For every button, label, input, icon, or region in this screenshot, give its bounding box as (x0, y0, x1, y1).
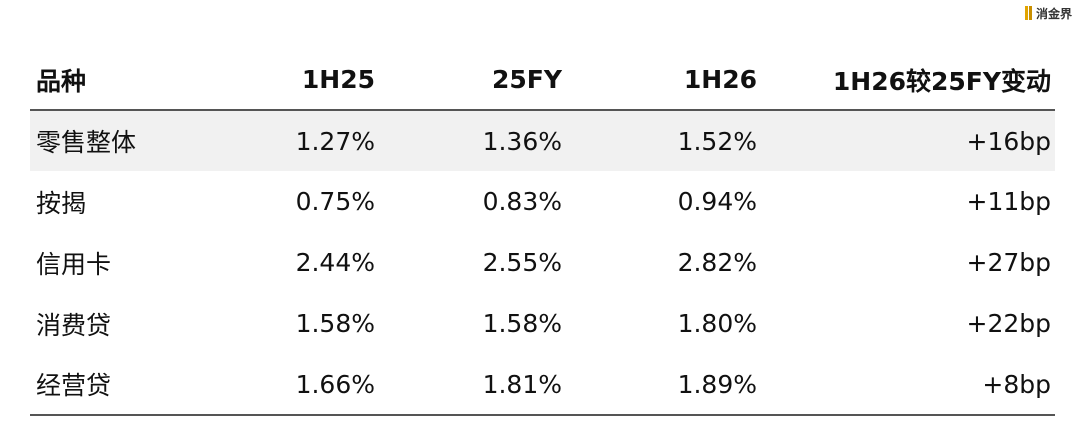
cell-change: +27bp (966, 248, 1052, 277)
cell-1h26: 1.52% (677, 126, 757, 156)
table-row: 零售整体 1.27% 1.36% 1.52% +16bp (30, 110, 1055, 171)
cell-change: +11bp (966, 187, 1052, 216)
cell-25fy: 0.83% (482, 187, 562, 216)
row-category: 消费贷 (36, 310, 112, 340)
table-header-row: 品种 1H25 25FY 1H26 1H26较25FY变动 (30, 50, 1055, 111)
cell-25fy: 1.58% (482, 309, 562, 338)
cell-change: +22bp (966, 309, 1052, 338)
cell-1h25: 1.58% (295, 309, 375, 338)
row-category: 按揭 (36, 188, 87, 218)
header-1h25: 1H25 (220, 50, 375, 111)
table-row: 经营贷 1.66% 1.81% 1.89% +8bp (30, 354, 1055, 416)
cell-1h25: 1.66% (220, 354, 375, 416)
table-row: 按揭 0.75% 0.83% 0.94% +11bp (30, 171, 1055, 232)
cell-25fy: 2.55% (482, 248, 562, 277)
row-category: 信用卡 (36, 249, 112, 279)
cell-1h26: 1.89% (562, 354, 757, 416)
header-1h26: 1H26 (562, 50, 757, 111)
table-row: 消费贷 1.58% 1.58% 1.80% +22bp (30, 293, 1055, 354)
cell-1h25: 1.27% (295, 126, 375, 156)
cell-1h25: 2.44% (295, 248, 375, 277)
cell-25fy: 1.36% (482, 126, 562, 156)
cell-1h26: 1.80% (677, 309, 757, 338)
header-change: 1H26较25FY变动 (757, 50, 1055, 111)
watermark-text: 消金界 (1035, 6, 1072, 21)
header-25fy: 25FY (375, 50, 562, 111)
cell-1h26: 2.82% (677, 248, 757, 277)
table-row: 信用卡 2.44% 2.55% 2.82% +27bp (30, 232, 1055, 293)
data-table: 品种 1H25 25FY 1H26 1H26较25FY变动 零售整体 1.27%… (30, 50, 1055, 416)
header-category: 品种 (30, 50, 220, 111)
cell-1h26: 0.94% (677, 187, 757, 216)
cell-change: +16bp (966, 126, 1052, 156)
row-category: 经营贷 (30, 354, 220, 416)
logo-bars-icon (1024, 6, 1033, 20)
row-category: 零售整体 (36, 128, 137, 157)
cell-25fy: 1.81% (375, 354, 562, 416)
cell-change: +8bp (757, 354, 1055, 416)
watermark-logo: 消金界 (1024, 4, 1072, 22)
cell-1h25: 0.75% (295, 187, 375, 216)
